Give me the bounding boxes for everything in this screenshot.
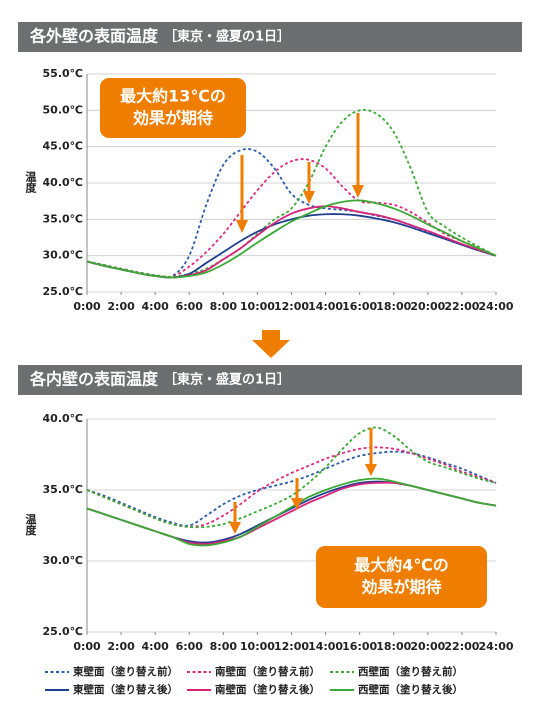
callout-text: 最大約13℃の: [120, 87, 226, 106]
x-tick-label: 10:00: [240, 640, 275, 653]
series-line: [86, 450, 497, 527]
y-tick-label: 40.0℃: [43, 412, 83, 425]
chart-subtitle: ［東京・盛夏の1日］: [164, 372, 290, 388]
y-tick-label: 40.0℃: [43, 176, 83, 189]
x-tick-label: 22:00: [444, 640, 479, 653]
y-tick-label: 25.0℃: [43, 285, 83, 298]
x-tick-label: 14:00: [308, 300, 343, 313]
x-tick-label: 0:00: [73, 300, 101, 313]
y-tick-label: 55.0℃: [43, 67, 83, 80]
callout-text: 最大約4℃の: [354, 556, 449, 575]
series-line: [86, 477, 497, 547]
legend-label: 南壁面（塗り替え前）: [215, 665, 320, 678]
legend-label: 西壁面（塗り替え後）: [358, 683, 463, 696]
x-tick-label: 20:00: [410, 300, 445, 313]
x-tick-label: 20:00: [410, 640, 445, 653]
x-tick-label: 18:00: [376, 640, 411, 653]
legend-label: 東壁面（塗り替え前）: [73, 665, 178, 678]
chart-title: 各内壁の表面温度: [29, 370, 159, 389]
x-tick-label: 4:00: [141, 640, 169, 653]
chart-title: 各外壁の表面温度: [29, 27, 159, 46]
series-line: [86, 199, 497, 279]
legend-label: 南壁面（塗り替え後）: [215, 683, 320, 696]
x-tick-label: 24:00: [478, 640, 513, 653]
x-tick-label: 2:00: [107, 640, 135, 653]
legend-label: 東壁面（塗り替え後）: [73, 683, 178, 696]
callout-box: [100, 78, 246, 138]
x-tick-label: 8:00: [210, 300, 238, 313]
callout-box: [316, 546, 487, 608]
y-tick-label: 50.0℃: [43, 103, 83, 116]
header-bar: [18, 22, 522, 52]
x-tick-label: 24:00: [478, 300, 513, 313]
series-line: [86, 158, 497, 279]
x-tick-label: 16:00: [342, 300, 377, 313]
header-bar: [18, 365, 522, 395]
y-tick-label: 25.0℃: [43, 625, 83, 638]
x-tick-label: 0:00: [73, 640, 101, 653]
y-tick-label: 45.0℃: [43, 140, 83, 153]
x-tick-label: 18:00: [376, 300, 411, 313]
x-tick-label: 12:00: [274, 640, 309, 653]
callout-text: 効果が期待: [361, 578, 441, 597]
x-tick-label: 22:00: [444, 300, 479, 313]
legend-label: 西壁面（塗り替え前）: [358, 665, 463, 678]
x-tick-label: 8:00: [210, 640, 238, 653]
y-tick-label: 35.0℃: [43, 212, 83, 225]
callout-text: 効果が期待: [133, 109, 213, 128]
y-tick-label: 30.0℃: [43, 249, 83, 262]
x-tick-label: 16:00: [342, 640, 377, 653]
x-tick-label: 14:00: [308, 640, 343, 653]
y-tick-label: 30.0℃: [43, 554, 83, 567]
x-tick-label: 6:00: [176, 300, 204, 313]
x-tick-label: 6:00: [176, 640, 204, 653]
chart-subtitle: ［東京・盛夏の1日］: [164, 29, 290, 45]
series-line: [86, 205, 497, 279]
series-line: [86, 213, 497, 279]
y-tick-label: 35.0℃: [43, 483, 83, 496]
x-tick-label: 4:00: [141, 300, 169, 313]
x-tick-label: 10:00: [240, 300, 275, 313]
series-line: [86, 108, 497, 278]
x-tick-label: 12:00: [274, 300, 309, 313]
x-tick-label: 2:00: [107, 300, 135, 313]
y-axis-label: 温度: [24, 512, 37, 536]
arrows: [229, 113, 377, 534]
y-axis-label: 温度: [24, 170, 37, 194]
series-line: [86, 426, 497, 529]
